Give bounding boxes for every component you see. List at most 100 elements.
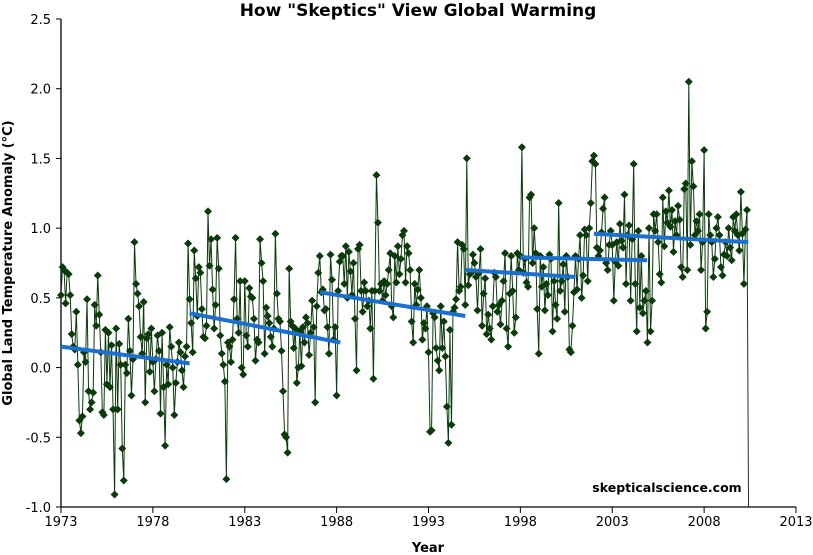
data-point bbox=[237, 363, 246, 372]
data-point bbox=[360, 278, 369, 287]
data-point bbox=[125, 346, 134, 355]
data-point bbox=[150, 387, 159, 396]
data-point bbox=[133, 289, 142, 298]
data-point bbox=[548, 327, 557, 336]
data-point bbox=[638, 309, 647, 318]
data-point bbox=[147, 324, 156, 333]
data-point bbox=[424, 348, 433, 357]
data-point bbox=[182, 342, 191, 351]
data-point bbox=[710, 254, 719, 263]
data-point bbox=[184, 239, 193, 248]
data-point bbox=[132, 279, 141, 288]
data-point bbox=[170, 410, 179, 419]
data-point bbox=[164, 380, 173, 389]
data-point bbox=[622, 279, 631, 288]
data-point bbox=[314, 268, 323, 277]
data-point bbox=[596, 246, 604, 255]
data-point bbox=[501, 249, 510, 258]
data-point bbox=[403, 242, 412, 251]
data-point bbox=[468, 250, 477, 259]
data-point bbox=[600, 193, 609, 202]
data-point bbox=[283, 448, 292, 457]
data-point bbox=[539, 263, 548, 272]
watermark: skepticalscience.com bbox=[592, 480, 741, 495]
data-point bbox=[300, 338, 309, 347]
data-point bbox=[92, 321, 101, 330]
data-point bbox=[185, 295, 194, 304]
data-point bbox=[135, 302, 144, 311]
data-point bbox=[220, 377, 229, 386]
data-point bbox=[197, 305, 206, 314]
data-point bbox=[646, 327, 655, 336]
data-point bbox=[323, 323, 332, 332]
trend-segment bbox=[189, 311, 341, 345]
data-point bbox=[641, 286, 650, 295]
data-point bbox=[416, 293, 425, 302]
data-point bbox=[90, 300, 99, 309]
data-point bbox=[308, 296, 317, 305]
data-point bbox=[533, 305, 542, 314]
data-point bbox=[155, 346, 163, 355]
x-tick-label: 1993 bbox=[412, 515, 445, 530]
data-point bbox=[205, 261, 214, 270]
data-point bbox=[262, 303, 271, 312]
data-point bbox=[660, 242, 669, 251]
data-point bbox=[517, 143, 526, 152]
data-point bbox=[66, 291, 75, 300]
data-point bbox=[217, 349, 226, 358]
data-point bbox=[441, 352, 450, 361]
data-point bbox=[289, 344, 298, 353]
data-point bbox=[67, 330, 76, 339]
data-point bbox=[161, 441, 170, 450]
data-point bbox=[637, 252, 646, 261]
data-point bbox=[324, 349, 333, 358]
data-point bbox=[430, 313, 439, 322]
data-point bbox=[456, 282, 465, 291]
data-point bbox=[445, 325, 454, 334]
trend-segment bbox=[319, 290, 466, 318]
data-point bbox=[309, 323, 318, 332]
data-point bbox=[112, 324, 121, 333]
data-point bbox=[177, 366, 186, 375]
data-point bbox=[559, 260, 568, 269]
data-point bbox=[338, 252, 347, 261]
data-point bbox=[188, 348, 197, 357]
data-point bbox=[130, 238, 139, 247]
data-point bbox=[211, 300, 220, 309]
data-point bbox=[689, 182, 698, 191]
data-point bbox=[115, 339, 124, 348]
data-point bbox=[585, 224, 594, 233]
data-point bbox=[620, 190, 629, 199]
data-point bbox=[444, 438, 453, 447]
data-point bbox=[683, 265, 692, 274]
data-point bbox=[122, 369, 131, 378]
data-point bbox=[436, 302, 445, 311]
data-point bbox=[370, 286, 379, 295]
data-point bbox=[256, 235, 265, 244]
data-point bbox=[86, 405, 95, 414]
data-point bbox=[438, 344, 447, 353]
data-point bbox=[277, 346, 286, 355]
data-point bbox=[78, 412, 87, 421]
data-point bbox=[242, 331, 251, 340]
y-tick-label: 2.5 bbox=[30, 13, 51, 28]
data-point bbox=[72, 307, 81, 316]
data-point bbox=[432, 344, 441, 353]
data-point bbox=[413, 285, 422, 294]
data-point bbox=[375, 286, 384, 295]
x-axis-label: Year bbox=[411, 541, 445, 555]
data-point bbox=[167, 342, 176, 351]
data-point bbox=[697, 265, 706, 274]
data-point bbox=[187, 318, 196, 327]
data-point bbox=[194, 263, 203, 272]
data-point bbox=[631, 279, 640, 288]
data-point bbox=[393, 242, 402, 251]
data-point bbox=[450, 303, 459, 312]
y-tick-label: 1.5 bbox=[30, 152, 51, 167]
data-point bbox=[553, 314, 562, 323]
data-point bbox=[355, 240, 364, 249]
data-point bbox=[275, 317, 284, 326]
y-tick-label: 2.0 bbox=[30, 83, 51, 98]
data-point bbox=[476, 245, 485, 254]
data-point bbox=[144, 330, 153, 339]
